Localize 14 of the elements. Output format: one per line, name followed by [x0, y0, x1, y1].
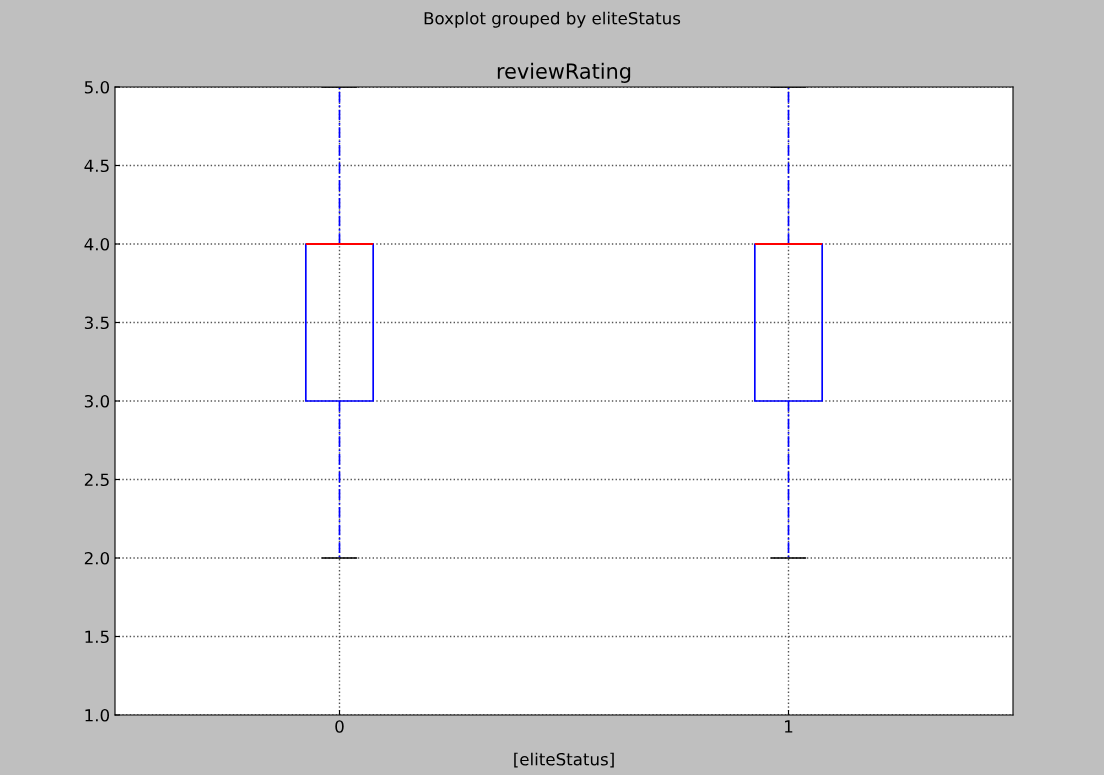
y-tick-label: 5.0: [84, 80, 110, 94]
x-tick-label: 1: [785, 720, 793, 733]
chart-title: reviewRating: [497, 62, 631, 83]
chart-subtitle: Boxplot grouped by eliteStatus: [424, 11, 681, 28]
y-tick-label: 1.0: [85, 708, 110, 722]
x-tick-label: 0: [335, 720, 344, 733]
y-tick-label: 2.5: [84, 473, 109, 487]
y-tick-label: 4.0: [84, 237, 110, 251]
y-tick-label: 4.5: [84, 159, 109, 173]
y-tick-label: 3.0: [84, 394, 110, 408]
y-tick-label: 2.0: [84, 551, 110, 565]
y-tick-label: 1.5: [85, 630, 109, 644]
x-axis-title: [eliteStatus]: [514, 752, 614, 768]
y-tick-label: 3.5: [84, 316, 109, 330]
